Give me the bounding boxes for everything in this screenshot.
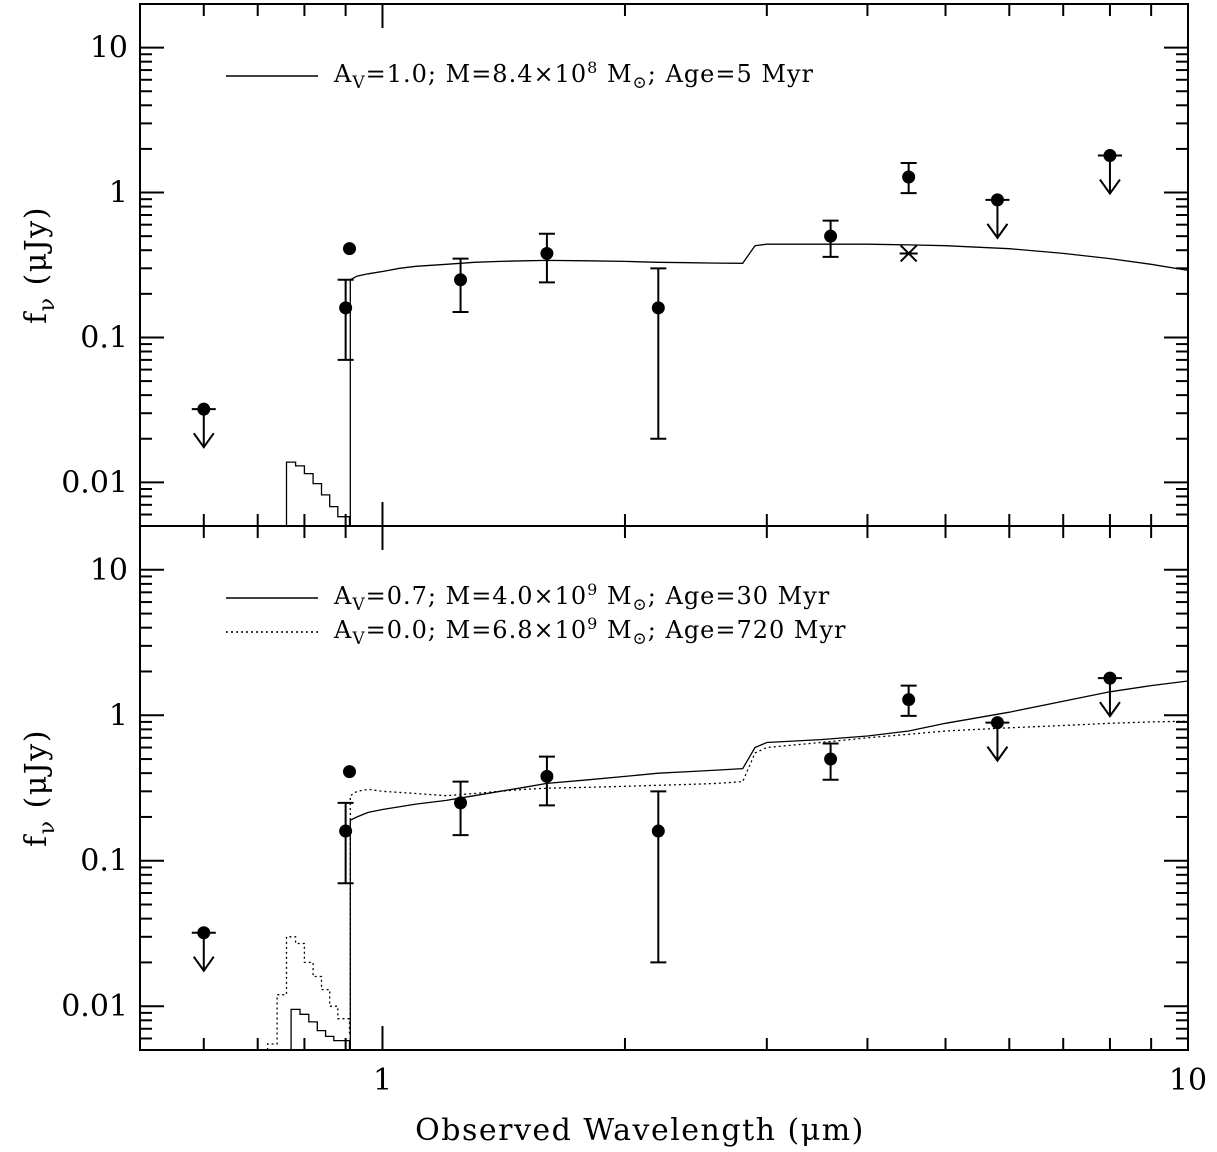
model-curve-uv-solid	[285, 461, 351, 526]
model-curve-solid	[349, 243, 1188, 526]
y-tick-label: 10	[90, 31, 128, 66]
x-axis-ticks	[139, 4, 1189, 526]
upper-limit-point	[990, 716, 1004, 730]
data-point	[540, 246, 554, 260]
model-curve-uv-solid	[290, 1008, 351, 1050]
data-point	[339, 301, 353, 315]
x-axis-label: Observed Wavelength (μm)	[415, 1113, 865, 1148]
data-point	[454, 273, 468, 287]
y-tick-label: 0.01	[61, 989, 128, 1024]
y-tick-label: 0.1	[80, 320, 128, 355]
data-point	[540, 769, 554, 783]
upper-limit-arrowhead	[192, 956, 215, 973]
upper-limit-arrowhead	[986, 223, 1009, 240]
model-curve-dotted	[349, 720, 1188, 1050]
legend-label-solid: AV=0.7; M=4.0×109 M⊙; Age=30 Myr	[333, 580, 830, 615]
y-axis-label: fν (μJy)	[19, 206, 60, 324]
y-tick-label: 0.1	[80, 844, 128, 879]
x-tick-label: 10	[1169, 1063, 1207, 1098]
plot-frame	[139, 525, 1189, 1051]
upper-limit-arrowhead	[986, 746, 1009, 763]
data-point	[454, 796, 468, 810]
upper-limit-point	[990, 193, 1004, 207]
photometry-points	[191, 671, 1122, 973]
y-tick-label: 0.01	[61, 465, 128, 500]
model-curve-solid	[349, 680, 1188, 1050]
upper-limit-arrowhead	[192, 432, 215, 449]
y-axis-label: fν (μJy)	[19, 729, 60, 847]
data-point	[651, 301, 665, 315]
y-tick-label: 10	[90, 553, 128, 588]
upper-limit-arrowhead	[1099, 701, 1121, 718]
upper-limit-point	[1103, 149, 1117, 163]
y-tick-label: 1	[109, 176, 128, 211]
model-point-marker	[899, 244, 918, 263]
upper-limit-point	[197, 926, 211, 940]
data-point	[902, 170, 916, 184]
model-curve-uv-dotted	[266, 936, 351, 1050]
data-point	[342, 242, 356, 256]
x-tick-label: 1	[373, 1063, 392, 1098]
top-panel: 0.01 0.1 1 10 fν (μJy) AV=1.0; M=8.4×108 M⊙; …	[19, 3, 1189, 527]
legend-label-solid: AV=1.0; M=8.4×108 M⊙; Age=5 Myr	[333, 58, 814, 93]
photometry-points	[191, 149, 1122, 449]
bottom-panel: 0.01 0.1 1 10 1 10 fν (μJy) Observed Wavelength…	[19, 525, 1207, 1148]
data-point	[339, 824, 353, 838]
upper-limit-point	[197, 402, 211, 416]
data-point	[651, 824, 665, 838]
y-tick-label: 1	[109, 698, 128, 733]
x-axis-ticks	[139, 526, 1189, 1050]
y-axis-ticks	[140, 3, 1188, 527]
upper-limit-point	[1103, 671, 1117, 685]
data-point	[824, 229, 838, 243]
data-point	[824, 752, 838, 766]
data-point	[902, 693, 916, 707]
data-point	[342, 765, 356, 779]
upper-limit-arrowhead	[1099, 178, 1121, 196]
legend-label-dotted: AV=0.0; M=6.8×109 M⊙; Age=720 Myr	[333, 614, 847, 649]
